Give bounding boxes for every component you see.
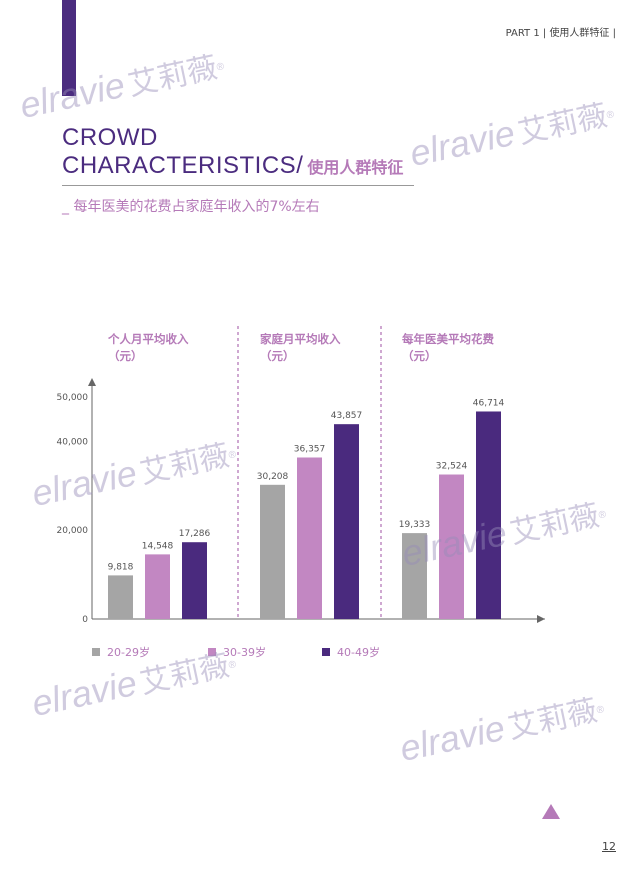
legend-label: 30-39岁 xyxy=(223,645,266,659)
y-tick-label: 50,000 xyxy=(57,393,89,403)
title-english-line2: CHARACTERISTICS/ xyxy=(62,152,304,179)
bar xyxy=(182,542,207,619)
bar-value-label: 36,357 xyxy=(294,444,326,454)
group-title: 每年医美平均花费 xyxy=(402,332,494,346)
legend-label: 20-29岁 xyxy=(107,645,150,659)
bar xyxy=(297,457,322,619)
bar-value-label: 19,333 xyxy=(399,520,431,530)
bar xyxy=(439,474,464,619)
bar xyxy=(334,424,359,619)
group-unit: （元） xyxy=(260,349,295,363)
y-tick-label: 40,000 xyxy=(57,437,89,447)
group-unit: （元） xyxy=(402,349,437,363)
legend-swatch xyxy=(208,648,216,656)
bar-value-label: 30,208 xyxy=(257,472,289,482)
bar-value-label: 9,818 xyxy=(108,562,134,572)
bar xyxy=(145,554,170,619)
title-line2: CHARACTERISTICS/使用人群特征 xyxy=(62,152,403,180)
part-label: PART 1 | 使用人群特征 | xyxy=(505,28,616,39)
group-title: 个人月平均收入 xyxy=(107,332,189,346)
bar-value-label: 14,548 xyxy=(142,541,174,551)
legend-label: 40-49岁 xyxy=(337,645,380,659)
bar-value-label: 43,857 xyxy=(331,411,363,421)
legend-swatch xyxy=(322,648,330,656)
subtitle: _ 每年医美的花费占家庭年收入的7%左右 xyxy=(62,199,320,215)
bar xyxy=(108,575,133,619)
group-unit: （元） xyxy=(108,349,143,363)
bar xyxy=(260,484,285,619)
triangle-icon xyxy=(542,804,560,819)
legend-swatch xyxy=(92,648,100,656)
header-accent-bar xyxy=(62,0,76,96)
title-chinese: 使用人群特征 xyxy=(307,158,404,177)
y-tick-label: 20,000 xyxy=(57,526,89,536)
bar-value-label: 46,714 xyxy=(473,398,505,408)
bar-value-label: 17,286 xyxy=(179,529,211,539)
bar xyxy=(476,411,501,619)
title-english-line1: CROWD xyxy=(62,124,158,151)
bar-value-label: 32,524 xyxy=(436,462,468,472)
group-title: 家庭月平均收入 xyxy=(260,332,341,346)
bar xyxy=(402,533,427,619)
y-axis-arrow-icon xyxy=(88,378,96,386)
title-divider xyxy=(62,185,414,186)
page-number: 12 xyxy=(602,840,616,853)
x-axis-arrow-icon xyxy=(537,615,545,623)
y-tick-label: 0 xyxy=(82,615,88,625)
